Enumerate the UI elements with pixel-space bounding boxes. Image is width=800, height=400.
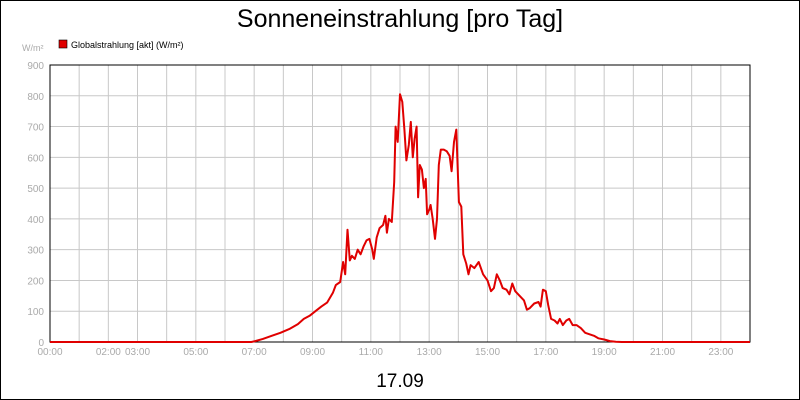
x-tick-label: 21:00 (650, 347, 675, 358)
x-tick-label: 17:00 (533, 347, 558, 358)
legend-swatch (58, 39, 68, 49)
x-tick-label: 13:00 (417, 347, 442, 358)
y-tick-label: 300 (27, 246, 44, 257)
x-tick-label: 19:00 (592, 347, 617, 358)
y-axis-unit-label: W/m² (22, 43, 44, 53)
y-tick-label: 900 (27, 61, 44, 72)
x-tick-label: 15:00 (475, 347, 500, 358)
plot-area-border (49, 64, 751, 343)
y-tick-label: 200 (27, 276, 44, 287)
x-tick-label: 11:00 (359, 347, 384, 358)
y-tick-label: 600 (27, 153, 44, 164)
y-tick-label: 0 (38, 338, 44, 349)
x-tick-label: 05:00 (183, 347, 208, 358)
x-tick-label: 07:00 (242, 347, 267, 358)
x-tick-label: 03:00 (125, 347, 150, 358)
series-layer (50, 93, 750, 343)
chart-title: Sonneneinstrahlung [pro Tag] (237, 5, 563, 33)
y-tick-label: 800 (27, 92, 44, 103)
x-tick-label: 23:00 (708, 347, 733, 358)
legend-entry: Globalstrahlung [akt] (W/m²) (71, 40, 184, 50)
x-tick-label: 00:00 (37, 347, 62, 358)
y-tick-label: 500 (27, 184, 44, 195)
x-axis-date-label: 17.09 (376, 371, 424, 392)
y-tick-label: 400 (27, 215, 44, 226)
x-tick-label: 02:00 (96, 347, 121, 358)
series-line-globalstrahlung (50, 93, 750, 343)
x-tick-label: 09:00 (300, 347, 325, 358)
y-tick-label: 100 (27, 307, 44, 318)
y-axis-ticks: 0 100 200 300 400 500 600 700 800 900 (27, 61, 44, 349)
y-tick-label: 700 (27, 123, 44, 134)
x-axis-ticks: 00:00 02:00 03:00 05:00 07:00 09:00 11:00 13:00… (37, 347, 733, 358)
legend: Globalstrahlung [akt] (W/m²) (58, 39, 184, 50)
